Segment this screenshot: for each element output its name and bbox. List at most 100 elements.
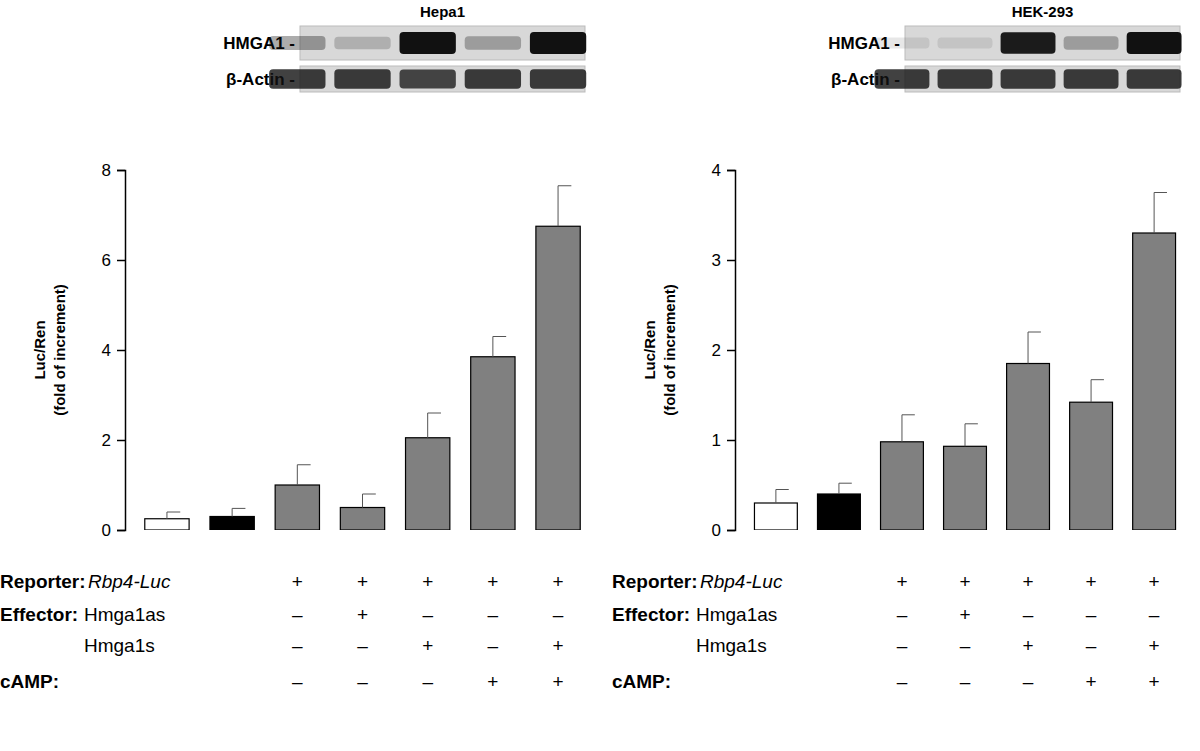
title: HEK-293: [1012, 3, 1074, 20]
bar: [881, 442, 924, 530]
bar: [536, 226, 580, 530]
bars: [145, 186, 580, 530]
y-axis: 0 2 4 6 8: [102, 161, 126, 540]
condition-sign: +: [1022, 635, 1033, 656]
condition-sign: +: [553, 671, 564, 692]
error-bar: [427, 413, 428, 438]
condition-sign: –: [960, 635, 971, 656]
error-bar: [166, 512, 167, 519]
blot-band: [1064, 36, 1119, 50]
blot-band: [465, 69, 521, 89]
y-tick: 2: [102, 431, 125, 450]
blot-band: [530, 32, 586, 54]
y-tick-label: 2: [712, 341, 721, 360]
condition-sign: –: [1023, 671, 1034, 692]
error-cap: [363, 494, 376, 495]
y-axis-title: Luc/Ren: [641, 320, 658, 379]
condition-sign: –: [1086, 604, 1097, 625]
blot-band: [465, 36, 521, 50]
bar: [1070, 402, 1113, 530]
bar: [275, 485, 319, 530]
y-tick-label: 0: [102, 521, 111, 540]
error-cap: [493, 336, 506, 337]
y-tick-label: 2: [102, 431, 111, 450]
condition-sign: –: [357, 635, 368, 656]
y-tick-mark: [727, 350, 735, 352]
condition-sign: –: [897, 604, 908, 625]
condition-label: Reporter:: [612, 571, 698, 592]
condition-label: cAMP:: [0, 671, 59, 692]
y-tick-label: 0: [712, 521, 721, 540]
figure: Hepa1HMGA1 -β-Actin -02468Luc/Ren(fold o…: [0, 0, 1200, 751]
error-cap: [558, 185, 571, 186]
y-tick-mark: [727, 530, 735, 532]
condition-sign: +: [422, 571, 433, 592]
condition-sign: –: [488, 635, 499, 656]
condition-sign: –: [357, 671, 368, 692]
y-tick: 2: [712, 341, 735, 360]
blot-band: [1064, 69, 1119, 89]
y-tick: 1: [712, 431, 735, 450]
bar: [145, 519, 189, 530]
y-axis-title: (fold of increment): [661, 284, 678, 416]
condition-sign: +: [1086, 671, 1097, 692]
bar: [754, 503, 797, 530]
condition-sign: +: [1149, 635, 1160, 656]
error-bar: [901, 415, 902, 442]
condition-sign: –: [897, 635, 908, 656]
blot-band: [530, 69, 586, 89]
blot-band: [334, 37, 390, 49]
y-tick: 8: [102, 161, 125, 180]
blot-band: [1127, 69, 1182, 89]
error-bar: [1091, 380, 1092, 403]
condition-sign: +: [553, 635, 564, 656]
condition-sign: +: [1149, 571, 1160, 592]
y-tick-label: 6: [102, 251, 111, 270]
error-cap: [776, 489, 789, 490]
y-tick-mark: [727, 440, 735, 442]
y-tick-mark: [117, 440, 125, 442]
condition-sign: –: [960, 671, 971, 692]
blot-band: [269, 69, 325, 89]
blot-band: [875, 69, 930, 89]
condition-sign: +: [422, 635, 433, 656]
y-tick: 0: [102, 521, 125, 540]
error-bar: [558, 186, 559, 227]
error-bar: [297, 465, 298, 485]
error-bar: [1154, 193, 1155, 234]
y-tick-label: 3: [712, 251, 721, 270]
blot-band: [400, 70, 456, 89]
y-tick: 3: [712, 251, 735, 270]
blot-band: [269, 36, 325, 50]
bar: [1007, 364, 1050, 531]
blot-band: [1001, 32, 1056, 53]
y-tick: 6: [102, 251, 125, 270]
y-tick-mark: [727, 260, 735, 262]
y-tick-mark: [117, 260, 125, 262]
y-tick-mark: [117, 350, 125, 352]
condition-sign: –: [488, 604, 499, 625]
condition-sign: +: [553, 571, 564, 592]
error-cap: [965, 423, 978, 424]
condition-sign: +: [1086, 571, 1097, 592]
condition-label: Effector:: [0, 604, 78, 625]
condition-sign: –: [897, 671, 908, 692]
condition-sign: –: [292, 635, 303, 656]
condition-sign: +: [896, 571, 907, 592]
y-tick-mark: [117, 170, 125, 172]
condition-name: Rbp4-Luc: [88, 571, 171, 592]
error-bar: [965, 424, 966, 447]
condition-name: Rbp4-Luc: [700, 571, 783, 592]
y-tick-mark: [117, 530, 125, 532]
condition-sign: –: [1023, 604, 1034, 625]
error-cap: [902, 414, 915, 415]
condition-name: Hmga1s: [84, 635, 155, 656]
error-bar: [838, 483, 839, 494]
y-tick-label: 8: [102, 161, 111, 180]
bar: [1133, 233, 1176, 530]
bar: [817, 494, 860, 530]
y-tick-label: 4: [102, 341, 111, 360]
condition-sign: +: [487, 671, 498, 692]
condition-name: Hmga1as: [84, 604, 165, 625]
y-tick: 0: [712, 521, 735, 540]
